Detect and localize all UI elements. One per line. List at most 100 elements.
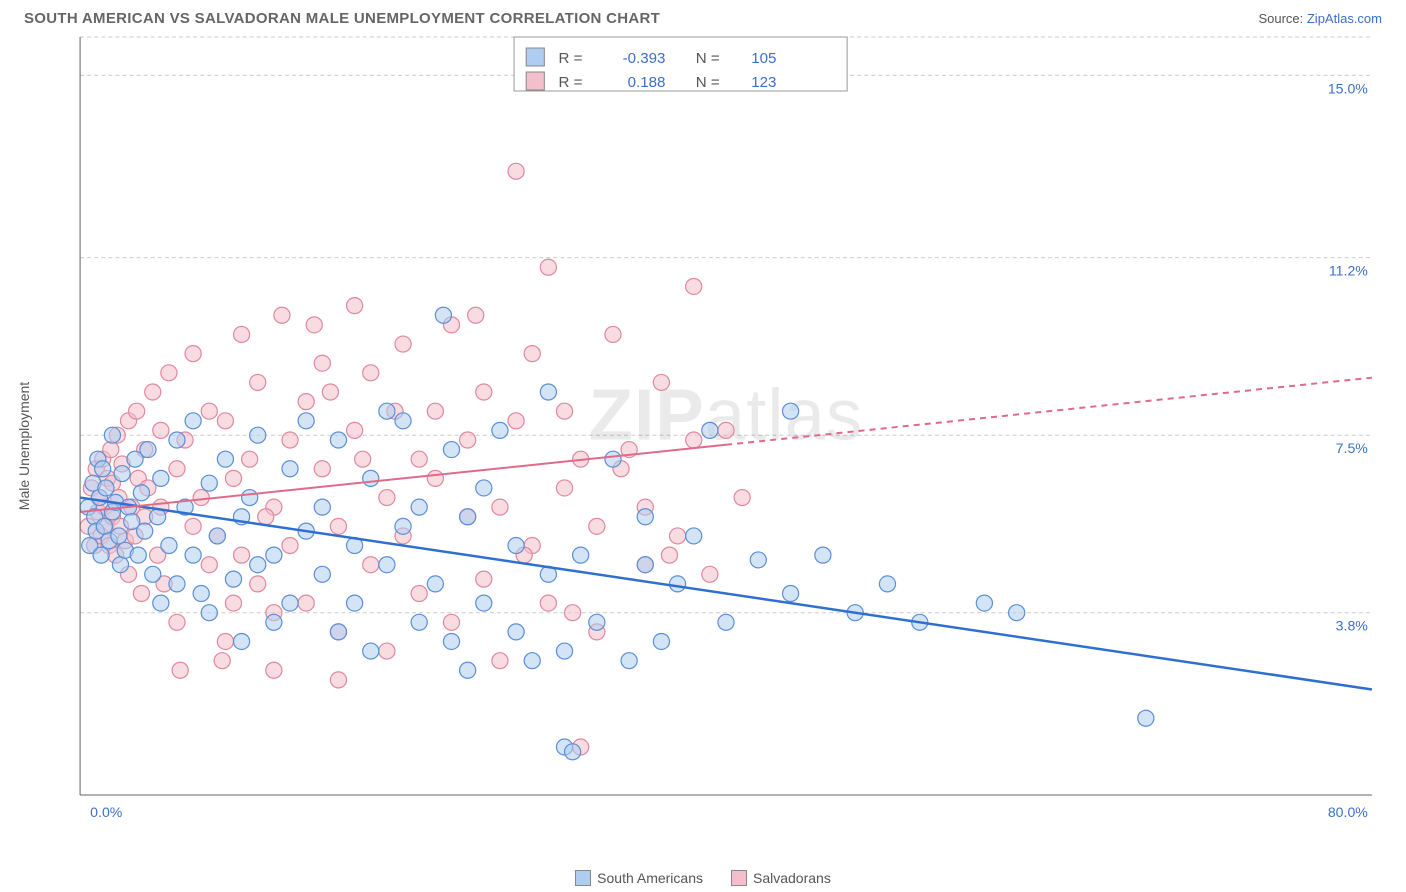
salvadorans-point <box>330 518 346 534</box>
south_americans-point <box>217 451 233 467</box>
south_americans-point <box>435 307 451 323</box>
x-tick-label: 80.0% <box>1328 804 1368 820</box>
south_americans-point <box>153 470 169 486</box>
south_americans-point <box>750 552 766 568</box>
south_americans-point <box>140 442 156 458</box>
south_americans-point <box>298 413 314 429</box>
south_americans-point <box>556 643 572 659</box>
south_americans-point <box>718 614 734 630</box>
south_americans-point <box>976 595 992 611</box>
south_americans-point <box>605 451 621 467</box>
y-tick-label: 7.5% <box>1336 440 1368 456</box>
south_americans-point <box>104 427 120 443</box>
south_americans-point <box>169 432 185 448</box>
salvadorans-point <box>702 566 718 582</box>
south_americans-point <box>250 427 266 443</box>
south_americans-point <box>460 662 476 678</box>
salvadorans-point <box>508 413 524 429</box>
salvadorans-point <box>540 259 556 275</box>
salvadorans-point <box>492 499 508 515</box>
salvadorans-point <box>172 662 188 678</box>
south_americans-point <box>702 422 718 438</box>
corr-swatch <box>526 72 544 90</box>
legend-swatch <box>731 870 747 886</box>
salvadorans-point <box>653 374 669 390</box>
salvadorans-point <box>686 432 702 448</box>
south_americans-point <box>524 653 540 669</box>
scatter-plot: ZIPatlas3.8%7.5%11.2%15.0%0.0%80.0%R =-0… <box>70 33 1382 823</box>
salvadorans-point <box>589 518 605 534</box>
south_americans-point <box>193 586 209 602</box>
legend-item: Salvadorans <box>731 870 831 886</box>
salvadorans-point <box>193 490 209 506</box>
corr-r-value: -0.393 <box>623 50 666 67</box>
south_americans-point <box>111 528 127 544</box>
corr-r-value: 0.188 <box>628 74 666 91</box>
salvadorans-point <box>427 403 443 419</box>
salvadorans-point <box>460 432 476 448</box>
south_americans-point <box>201 605 217 621</box>
salvadorans-point <box>363 557 379 573</box>
salvadorans-point <box>314 461 330 477</box>
south_americans-point <box>112 557 128 573</box>
chart-title: SOUTH AMERICAN VS SALVADORAN MALE UNEMPL… <box>24 10 660 27</box>
salvadorans-point <box>411 586 427 602</box>
legend-label: Salvadorans <box>753 870 831 886</box>
south_americans-point <box>209 528 225 544</box>
salvadorans-point <box>233 547 249 563</box>
south_americans-point <box>669 576 685 592</box>
salvadorans-point <box>266 662 282 678</box>
salvadorans-point <box>185 346 201 362</box>
south_americans-point <box>411 499 427 515</box>
south_americans-point <box>476 595 492 611</box>
salvadorans-point <box>250 374 266 390</box>
south_americans-point <box>1138 710 1154 726</box>
south_americans-point <box>330 624 346 640</box>
salvadorans-point <box>306 317 322 333</box>
salvadorans-point <box>250 576 266 592</box>
south_americans-point <box>282 595 298 611</box>
salvadorans-point <box>242 451 258 467</box>
salvadorans-point <box>214 653 230 669</box>
salvadorans-point <box>129 403 145 419</box>
south_americans-point <box>93 547 109 563</box>
salvadorans-point <box>443 614 459 630</box>
chart-header: SOUTH AMERICAN VS SALVADORAN MALE UNEMPL… <box>0 0 1406 33</box>
source-link[interactable]: ZipAtlas.com <box>1307 11 1382 26</box>
salvadorans-point <box>355 451 371 467</box>
south_americans-point <box>395 413 411 429</box>
south_americans-trend <box>80 498 1372 690</box>
south_americans-point <box>686 528 702 544</box>
salvadorans-point <box>565 605 581 621</box>
salvadorans-point <box>169 614 185 630</box>
south_americans-point <box>95 461 111 477</box>
salvadorans-point <box>395 336 411 352</box>
south_americans-point <box>815 547 831 563</box>
south_americans-point <box>443 442 459 458</box>
corr-r-label: R = <box>558 74 582 91</box>
south_americans-point <box>508 538 524 554</box>
salvadorans-point <box>734 490 750 506</box>
south_americans-point <box>653 633 669 649</box>
south_americans-point <box>161 538 177 554</box>
south_americans-point <box>492 422 508 438</box>
south_americans-point <box>185 413 201 429</box>
salvadorans-point <box>201 557 217 573</box>
salvadorans-point <box>363 365 379 381</box>
salvadorans-point <box>169 461 185 477</box>
south_americans-point <box>225 571 241 587</box>
south_americans-point <box>133 485 149 501</box>
salvadorans-point <box>347 298 363 314</box>
salvadorans-point <box>556 403 572 419</box>
south_americans-point <box>1009 605 1025 621</box>
south_americans-point <box>427 576 443 592</box>
south_americans-point <box>573 547 589 563</box>
salvadorans-point <box>379 643 395 659</box>
south_americans-point <box>783 403 799 419</box>
south_americans-point <box>589 614 605 630</box>
corr-n-value: 105 <box>751 50 776 67</box>
salvadorans-point <box>274 307 290 323</box>
salvadorans-point <box>476 384 492 400</box>
south_americans-point <box>363 643 379 659</box>
south_americans-point <box>621 653 637 669</box>
